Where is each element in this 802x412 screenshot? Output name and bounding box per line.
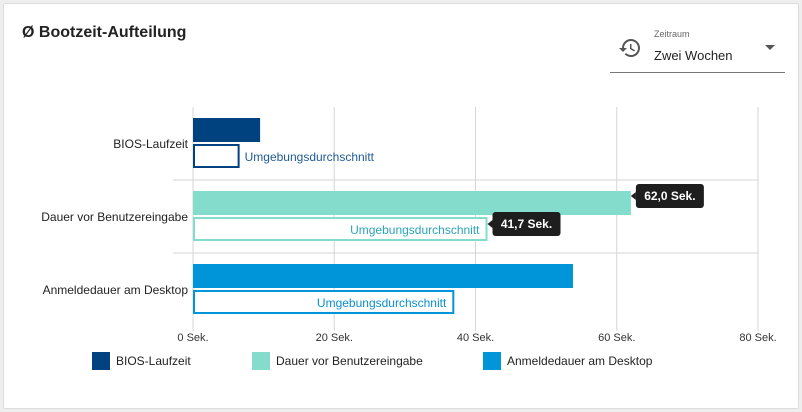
period-value: Zwei Wochen xyxy=(654,48,733,63)
period-label: Zeitraum xyxy=(654,29,690,39)
x-tick-label: 20 Sek. xyxy=(316,332,353,344)
legend-swatch xyxy=(92,352,110,370)
chevron-down-icon xyxy=(765,45,775,50)
x-tick-label: 60 Sek. xyxy=(598,332,635,344)
average-label: Umgebungsdurchschnitt xyxy=(350,223,480,237)
tooltip-box xyxy=(492,212,561,236)
tooltip-text: 41,7 Sek. xyxy=(501,217,552,231)
tooltip-box xyxy=(635,184,704,208)
history-icon xyxy=(618,36,642,65)
tooltip-text: 62,0 Sek. xyxy=(644,189,695,203)
category-label: Anmeldedauer am Desktop xyxy=(43,283,189,297)
period-select[interactable]: Zeitraum Zwei Wochen xyxy=(610,26,785,73)
legend-swatch xyxy=(252,352,270,370)
legend-swatch xyxy=(483,352,501,370)
legend-label: Anmeldedauer am Desktop xyxy=(507,354,653,368)
legend-label: Dauer vor Benutzereingabe xyxy=(276,354,423,368)
average-label: Umgebungsdurchschnitt xyxy=(245,150,375,164)
category-label: BIOS-Laufzeit xyxy=(113,137,188,151)
value-bar xyxy=(193,264,573,288)
average-bar xyxy=(193,217,488,241)
value-bar xyxy=(193,191,631,215)
category-label: Dauer vor Benutzereingabe xyxy=(41,210,188,224)
average-bar xyxy=(193,144,240,168)
tooltip-arrow xyxy=(630,192,636,200)
x-tick-label: 0 Sek. xyxy=(177,332,208,344)
average-bar xyxy=(193,290,455,314)
card-title: Ø Bootzeit-Aufteilung xyxy=(22,24,187,41)
x-tick-label: 80 Sek. xyxy=(739,332,776,344)
tooltip-arrow xyxy=(487,220,493,228)
average-label: Umgebungsdurchschnitt xyxy=(317,296,447,310)
x-tick-label: 40 Sek. xyxy=(457,332,494,344)
legend-label: BIOS-Laufzeit xyxy=(116,354,191,368)
value-bar xyxy=(193,118,261,142)
